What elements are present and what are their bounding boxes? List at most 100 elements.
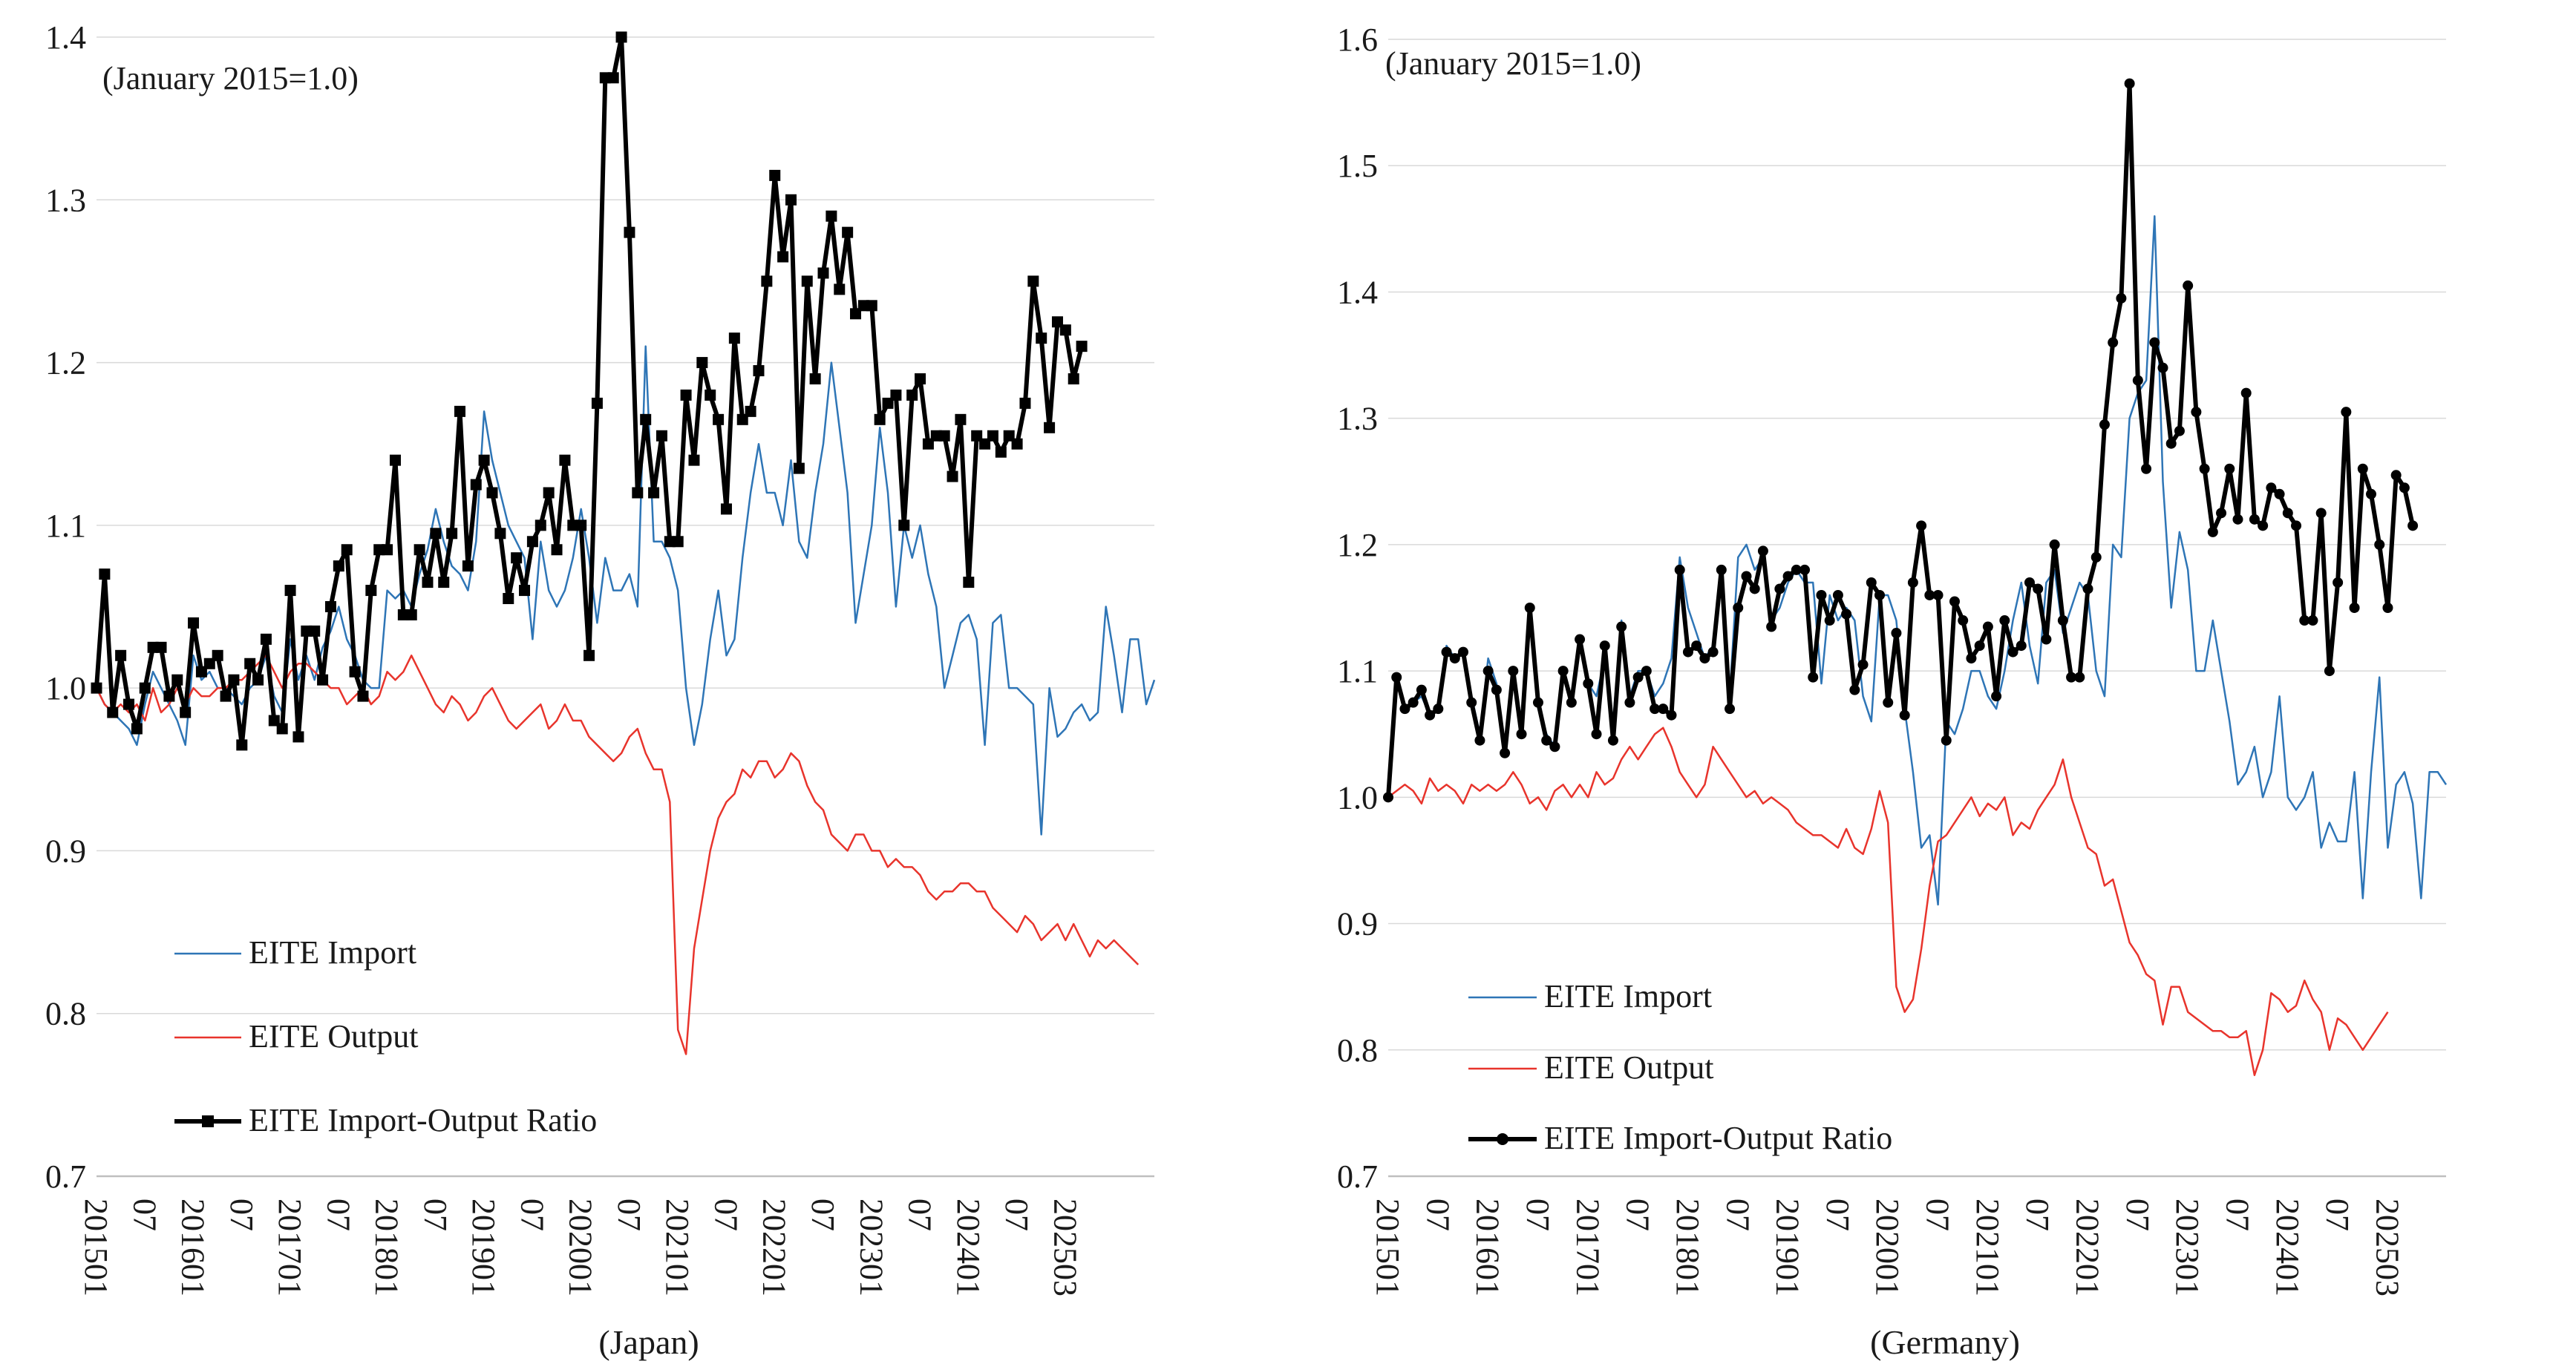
japan-ratio-point xyxy=(494,528,506,540)
germany-ratio-point xyxy=(1725,704,1736,715)
japan-annotation: (January 2015=1.0) xyxy=(102,60,359,96)
japan-ratio-point xyxy=(915,373,926,384)
japan-x-tick-label: 07 xyxy=(417,1199,454,1231)
germany-chart-panel: 0.70.80.91.01.11.21.31.41.51.6 201501 07 2… xyxy=(1337,22,2448,1361)
japan-ratio-point xyxy=(745,405,756,417)
germany-ratio-point xyxy=(1733,603,1744,613)
germany-ratio-point xyxy=(2366,488,2377,499)
germany-ratio-point xyxy=(1658,704,1669,715)
japan-eite-import-output-ratio-line xyxy=(94,35,1085,747)
japan-legend: EITE Import EITE Output EITE Import-Outp… xyxy=(174,934,597,1138)
germany-ratio-point xyxy=(1466,697,1477,708)
japan-ratio-point xyxy=(1011,438,1023,450)
japan-ratio-point xyxy=(713,413,725,425)
japan-ratio-point xyxy=(1027,275,1039,287)
japan-ratio-point xyxy=(454,405,466,417)
japan-ratio-point xyxy=(583,649,595,661)
germany-ratio-point xyxy=(1891,628,1902,639)
japan-ratio-point xyxy=(236,739,248,751)
germany-ratio-point xyxy=(2232,514,2243,525)
japan-ratio-point xyxy=(252,674,264,686)
germany-series-lines xyxy=(1383,78,2448,1077)
japan-ratio-point xyxy=(413,544,425,556)
germany-ratio-point xyxy=(1874,589,1886,600)
germany-ratio-point xyxy=(2207,526,2218,537)
japan-ratio-point xyxy=(890,389,902,401)
germany-ratio-point xyxy=(1516,729,1527,740)
japan-ratio-point xyxy=(591,397,603,409)
germany-x-tick-label: 07 xyxy=(1620,1199,1656,1231)
japan-ratio-point xyxy=(422,577,434,588)
japan-y-tick-labels: 0.7 0.8 0.9 1.0 1.1 1.2 1.3 1.4 xyxy=(45,19,86,1195)
japan-ratio-point xyxy=(405,609,417,620)
germany-ratio-point xyxy=(1799,564,1811,575)
japan-ratio-point xyxy=(963,577,975,588)
japan-ratio-point xyxy=(559,454,571,466)
germany-y-tick-label: 1.4 xyxy=(1337,274,1378,310)
germany-ratio-point xyxy=(1632,672,1644,683)
germany-x-tick-label: 202101 xyxy=(1969,1199,2006,1296)
germany-x-tick-label: 202001 xyxy=(1869,1199,1906,1296)
japan-ratio-point xyxy=(292,731,304,743)
japan-ratio-point xyxy=(430,528,442,540)
germany-ratio-point xyxy=(2240,387,2252,399)
germany-y-tick-label: 1.2 xyxy=(1337,527,1378,563)
germany-ratio-point xyxy=(2374,539,2385,550)
japan-ratio-point xyxy=(640,413,652,425)
germany-y-tick-label: 0.7 xyxy=(1337,1158,1378,1195)
germany-ratio-point xyxy=(1791,564,1802,575)
germany-ratio-point xyxy=(2315,508,2327,519)
germany-ratio-point xyxy=(1557,666,1569,677)
japan-ratio-point xyxy=(753,365,765,377)
germany-y-tick-label: 0.8 xyxy=(1337,1032,1378,1069)
japan-y-tick-label: 0.8 xyxy=(45,996,86,1032)
japan-ratio-point xyxy=(656,430,667,442)
germany-ratio-point xyxy=(2116,292,2127,304)
japan-ratio-point xyxy=(874,413,886,425)
japan-ratio-point xyxy=(511,552,523,564)
germany-x-tick-label: 202401 xyxy=(2269,1199,2306,1296)
japan-x-tick-label: 202503 xyxy=(1047,1199,1083,1296)
germany-ratio-point xyxy=(1691,640,1702,652)
germany-y-tick-label: 1.1 xyxy=(1337,653,1378,689)
germany-x-tick-label: 07 xyxy=(1719,1199,1756,1231)
germany-ratio-point xyxy=(1849,684,1860,695)
japan-ratio-point xyxy=(382,544,393,556)
germany-ratio-point xyxy=(2183,280,2194,291)
japan-x-tick-label: 201701 xyxy=(272,1199,308,1296)
japan-ratio-point xyxy=(357,690,369,702)
japan-ratio-point xyxy=(535,519,546,531)
japan-ratio-point xyxy=(526,536,538,548)
germany-ratio-point xyxy=(2399,482,2410,494)
japan-ratio-point xyxy=(826,210,837,222)
japan-ratio-point xyxy=(543,487,555,499)
germany-ratio-point xyxy=(1699,653,1710,664)
germany-ratio-point xyxy=(2174,425,2185,436)
japan-ratio-point xyxy=(470,479,482,491)
germany-ratio-point xyxy=(1575,634,1586,645)
germany-ratio-point xyxy=(1766,621,1777,632)
japan-ratio-point xyxy=(365,585,377,597)
germany-x-tick-label: 07 xyxy=(2119,1199,2156,1231)
germany-y-tick-label: 1.5 xyxy=(1337,148,1378,184)
japan-ratio-point xyxy=(462,560,474,572)
japan-x-tick-label: 07 xyxy=(514,1199,550,1231)
japan-ratio-point xyxy=(1044,422,1056,433)
japan-ratio-point xyxy=(155,641,167,653)
germany-y-tick-label: 1.3 xyxy=(1337,401,1378,437)
germany-x-tick-label: 201501 xyxy=(1370,1199,1406,1296)
japan-x-tick-label: 07 xyxy=(320,1199,356,1231)
germany-x-tick-label: 07 xyxy=(1419,1199,1456,1231)
germany-ratio-point xyxy=(2066,672,2077,683)
japan-ratio-point xyxy=(324,601,336,612)
japan-ratio-point xyxy=(680,389,692,401)
germany-ratio-point xyxy=(1707,646,1719,658)
germany-ratio-point xyxy=(1541,735,1552,746)
germany-ratio-point xyxy=(1549,741,1560,753)
japan-ratio-point xyxy=(349,666,361,678)
japan-ratio-point xyxy=(244,658,256,669)
germany-legend-import-label: EITE Import xyxy=(1544,978,1712,1014)
japan-ratio-point xyxy=(438,577,450,588)
germany-ratio-point xyxy=(2157,362,2168,373)
